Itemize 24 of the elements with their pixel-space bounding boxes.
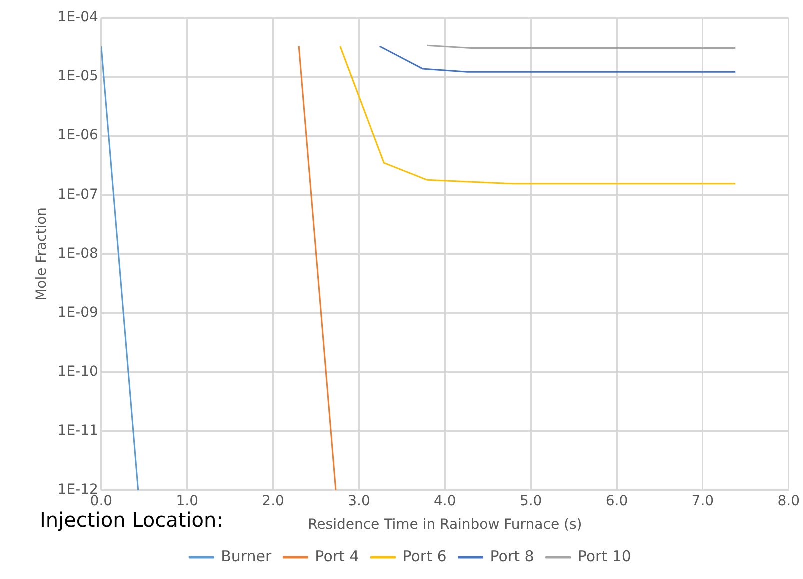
legend-title: Injection Location: [40,508,224,532]
legend-label: Port 4 [315,547,360,566]
y-tick-label: 1E-06 [58,128,99,144]
y-tick-label: 1E-07 [58,186,98,203]
y-tick-label: 1E-10 [58,364,98,380]
x-tick-label: 3.0 [348,493,370,510]
y-tick-label: 1E-11 [58,422,98,439]
y-tick-label: 1E-08 [58,246,98,262]
x-axis-title: Residence Time in Rainbow Furnace (s) [308,517,582,534]
legend-label: Port 10 [578,547,632,566]
x-tick-label: 1.0 [176,493,198,510]
x-tick-label: 6.0 [606,493,628,510]
x-tick-label: 4.0 [434,493,456,510]
legend-label: Burner [221,547,273,566]
y-tick-label: 1E-04 [58,10,99,26]
legend-label: Port 6 [402,547,447,566]
x-tick-label: 7.0 [692,493,714,510]
y-tick-label: 1E-05 [58,68,98,85]
legend-label: Port 8 [490,547,534,566]
x-tick-label: 2.0 [262,493,284,510]
y-tick-label: 1E-09 [58,304,98,321]
x-tick-label: 5.0 [520,493,542,510]
x-tick-label: 8.0 [778,493,800,510]
y-axis-title: Mole Fraction [34,207,50,301]
